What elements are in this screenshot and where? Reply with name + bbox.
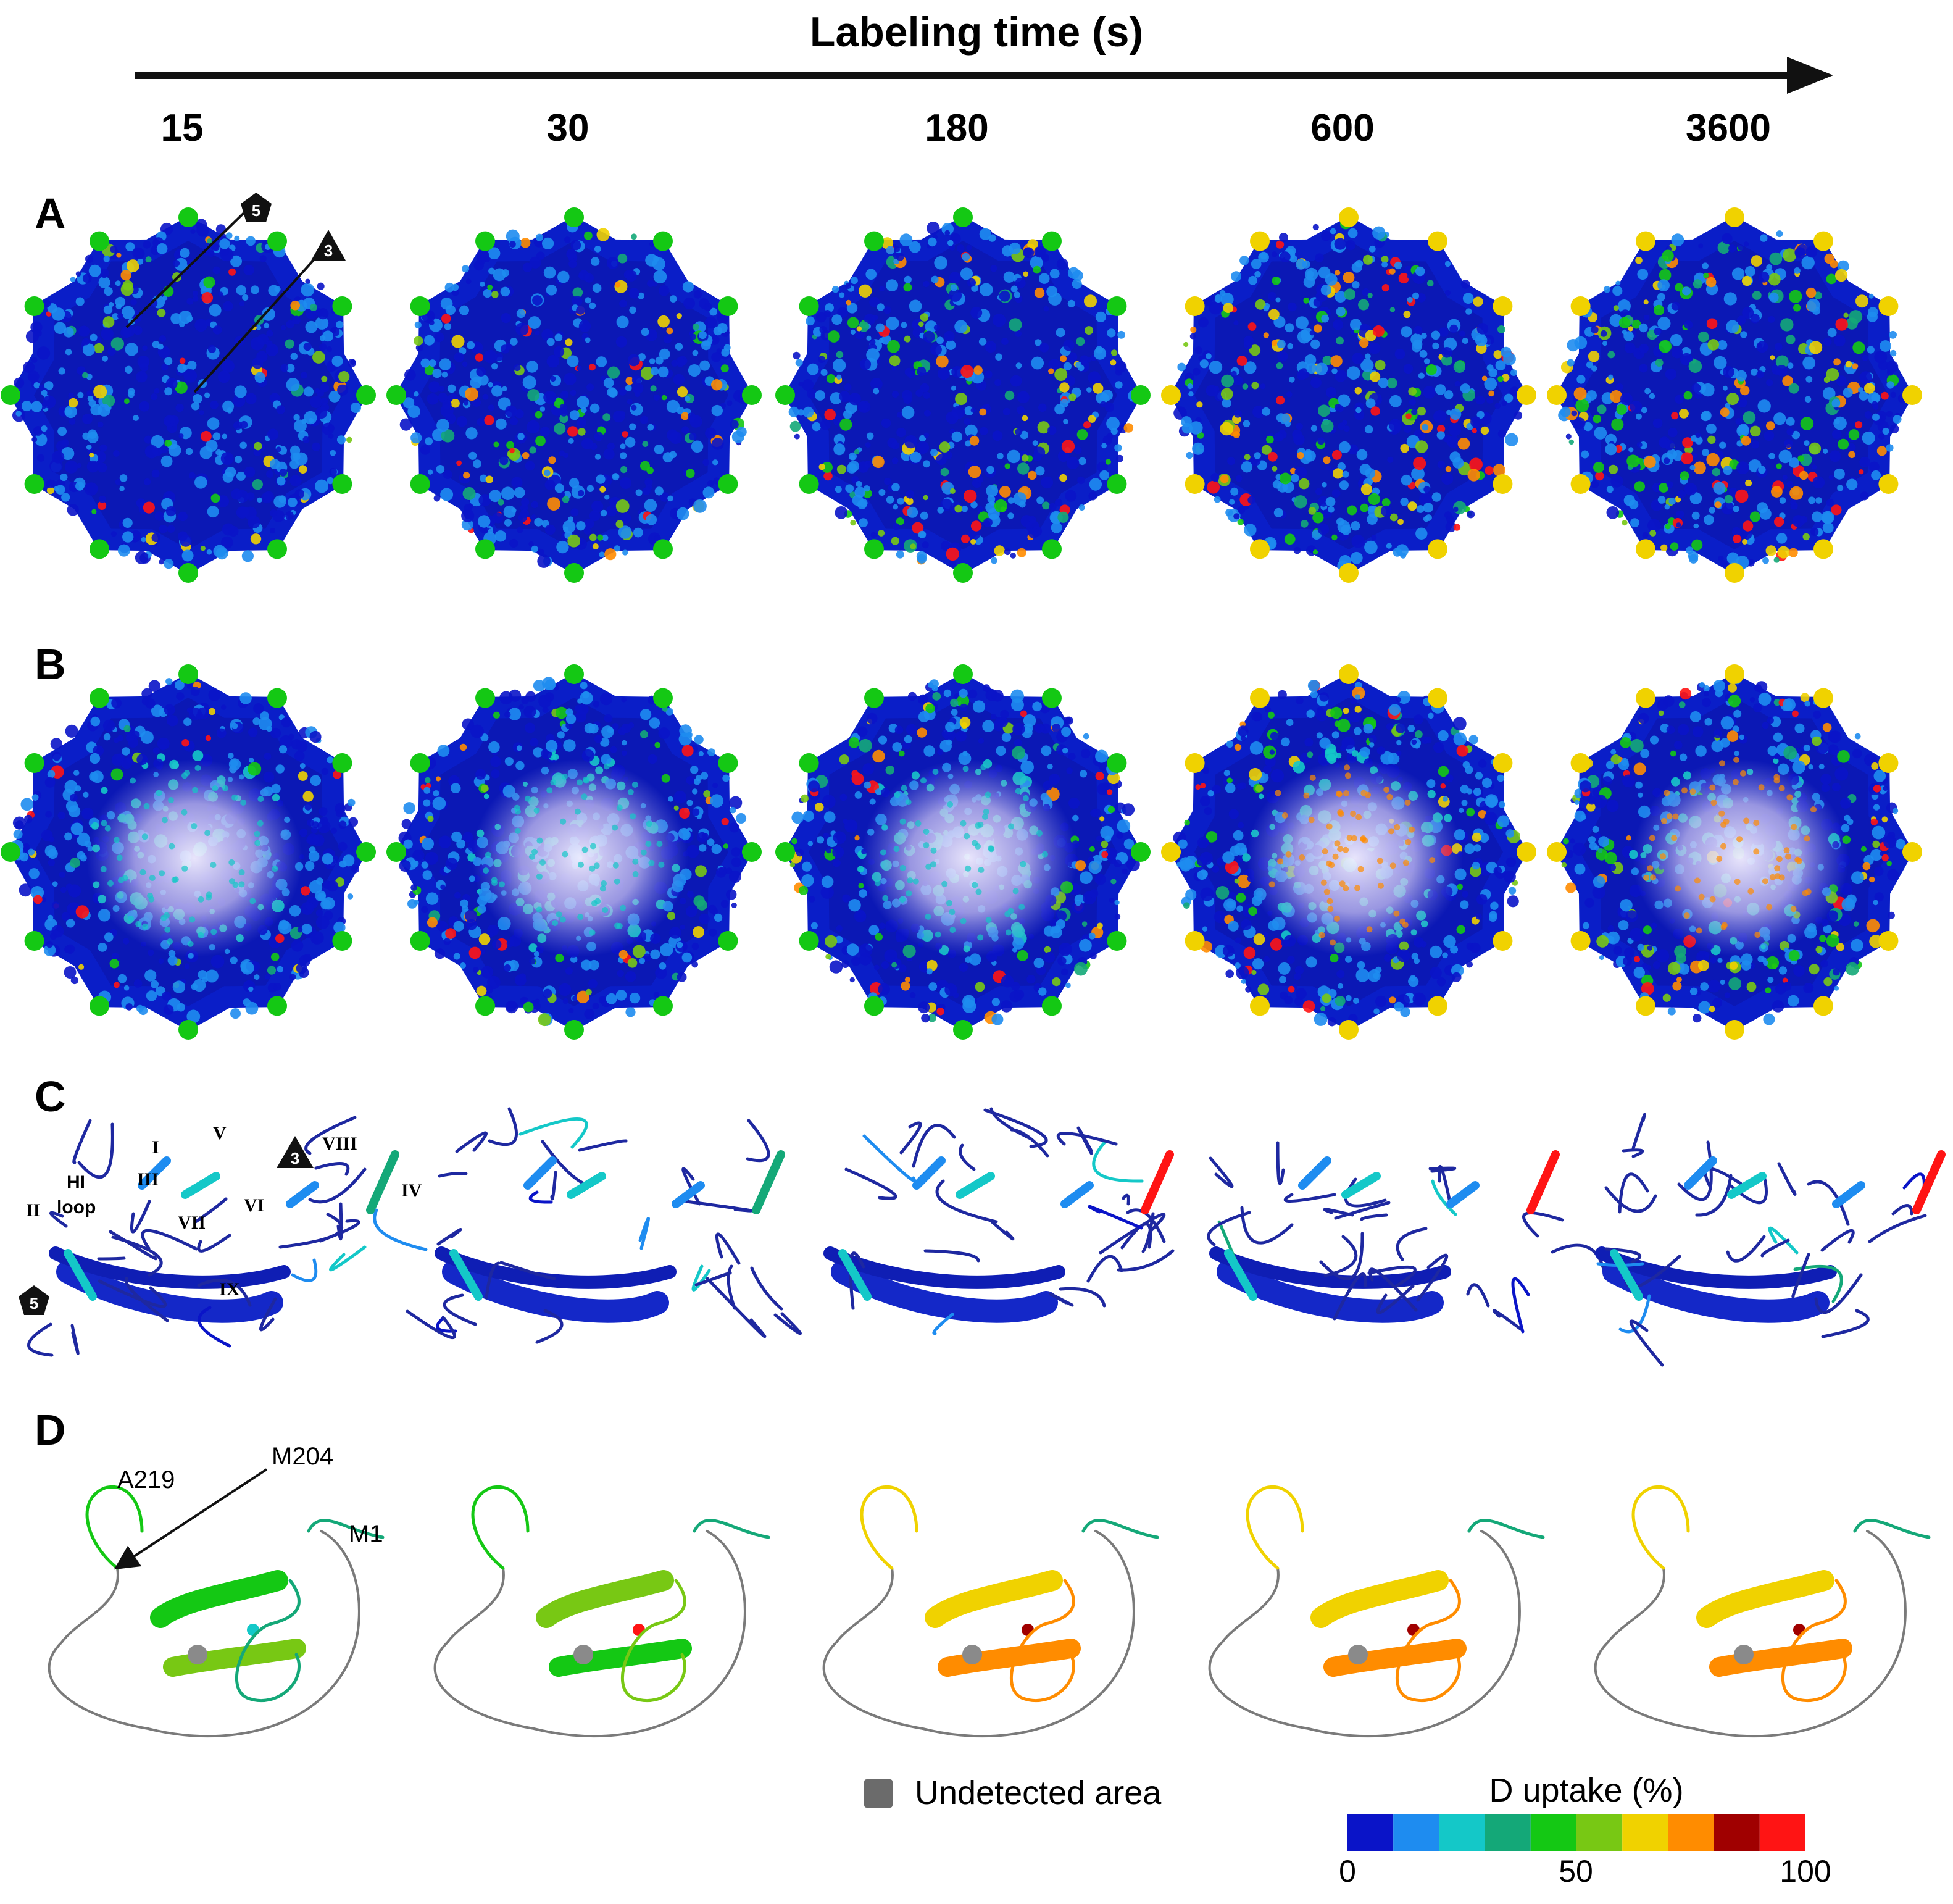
threefold-symbol-label: 3 <box>324 241 333 260</box>
capsid-surface <box>1547 207 1922 583</box>
fivefold-pointer <box>125 212 245 328</box>
capsid-cutaway <box>775 664 1151 1040</box>
panel-letter-b: B <box>35 640 66 688</box>
label-loop-vii: VII <box>178 1213 206 1233</box>
label-loop-iv: IV <box>401 1180 422 1201</box>
label-loop-iii: III <box>137 1169 159 1190</box>
fivefold-symbol <box>241 193 272 222</box>
fivefold-symbol-label: 5 <box>252 201 260 220</box>
capsid-surface <box>1 207 376 583</box>
panel-letter-d: D <box>35 1406 66 1454</box>
threefold-symbol-c-label: 3 <box>291 1149 299 1167</box>
timepoint-label: 600 <box>1310 107 1374 149</box>
threefold-symbol <box>311 230 346 261</box>
scale-swatch <box>1714 1814 1760 1851</box>
panel-d-annotations: A219 M204 M1 <box>114 1443 383 1570</box>
vp-nterminus-cartoon <box>1208 1485 1545 1738</box>
timepoint-label: 15 <box>161 107 204 149</box>
capsid-cutaway <box>1 664 376 1040</box>
panel-c-annotations: I V 3 VIII III HI loop II VI VII IV IX 5 <box>19 1123 422 1315</box>
scale-swatch <box>1622 1814 1668 1851</box>
scale-swatch <box>1576 1814 1623 1851</box>
time-arrow-head <box>1787 57 1833 94</box>
label-loop-ix: IX <box>219 1279 240 1300</box>
panel-a-annotations: 5 3 <box>125 193 346 393</box>
scale-tick-0: 0 <box>1339 1854 1356 1889</box>
row-d-vp-nterminus <box>48 1485 1931 1738</box>
vp-monomer-cartoon <box>27 1116 428 1357</box>
capsid-cutaway <box>1547 664 1922 1040</box>
row-a-capsid-surface <box>1 207 1922 583</box>
scale-title: D uptake (%) <box>1489 1772 1683 1809</box>
undetected-swatch <box>864 1779 893 1808</box>
undetected-label: Undetected area <box>915 1774 1162 1811</box>
fivefold-symbol-c <box>19 1285 49 1315</box>
vp-nterminus-cartoon <box>48 1485 385 1738</box>
scale-swatch <box>1347 1814 1394 1851</box>
scale-swatch <box>1759 1814 1805 1851</box>
label-m1: M1 <box>349 1521 383 1548</box>
capsid-surface <box>386 207 762 583</box>
scale-swatch <box>1530 1814 1576 1851</box>
vp-monomer-cartoon <box>823 1107 1175 1335</box>
scale-swatch <box>1668 1814 1714 1851</box>
label-loop-viii: VIII <box>322 1134 357 1154</box>
axis-title: Labeling time (s) <box>810 9 1143 56</box>
vp-nterminus-cartoon <box>822 1485 1159 1738</box>
label-loop-v: V <box>213 1123 227 1143</box>
m204-pointer <box>114 1468 268 1570</box>
scale-swatch <box>1393 1814 1439 1851</box>
panel-letter-a: A <box>35 190 66 238</box>
vp-monomer-cartoon <box>1595 1113 1946 1367</box>
timepoint-label: 3600 <box>1686 107 1771 149</box>
legend: Undetected area D uptake (%) 0 50 100 <box>864 1772 1831 1889</box>
panel-letter-c: C <box>35 1072 66 1121</box>
label-loop-vi: VI <box>244 1195 264 1216</box>
row-b-capsid-cutaway <box>1 664 1922 1040</box>
timepoint-label: 30 <box>547 107 589 149</box>
color-scale <box>1347 1814 1805 1851</box>
capsid-cutaway <box>1161 664 1536 1040</box>
scale-tick-100: 100 <box>1780 1854 1831 1889</box>
label-m204: M204 <box>272 1443 333 1470</box>
timepoint-label: 180 <box>925 107 988 149</box>
vp-monomer-cartoon <box>1207 1141 1607 1334</box>
capsid-surface <box>775 207 1151 583</box>
threefold-pointer <box>193 251 322 393</box>
capsid-surface <box>1161 207 1536 583</box>
vp-nterminus-cartoon <box>433 1485 770 1738</box>
label-a219: A219 <box>117 1466 175 1493</box>
scale-swatch <box>1485 1814 1531 1851</box>
vp-monomer-cartoon <box>406 1107 802 1344</box>
scale-tick-50: 50 <box>1559 1854 1593 1889</box>
scale-swatch <box>1439 1814 1485 1851</box>
label-loop: loop <box>57 1197 96 1217</box>
label-loop-ii: II <box>26 1200 40 1221</box>
label-hi: HI <box>67 1172 85 1193</box>
threefold-symbol-c <box>277 1136 314 1168</box>
fivefold-symbol-c-label: 5 <box>30 1294 38 1313</box>
vp-nterminus-cartoon <box>1594 1485 1931 1738</box>
capsid-cutaway <box>386 664 762 1040</box>
label-loop-i: I <box>152 1137 159 1158</box>
row-c-vp-monomer <box>27 1107 1946 1367</box>
